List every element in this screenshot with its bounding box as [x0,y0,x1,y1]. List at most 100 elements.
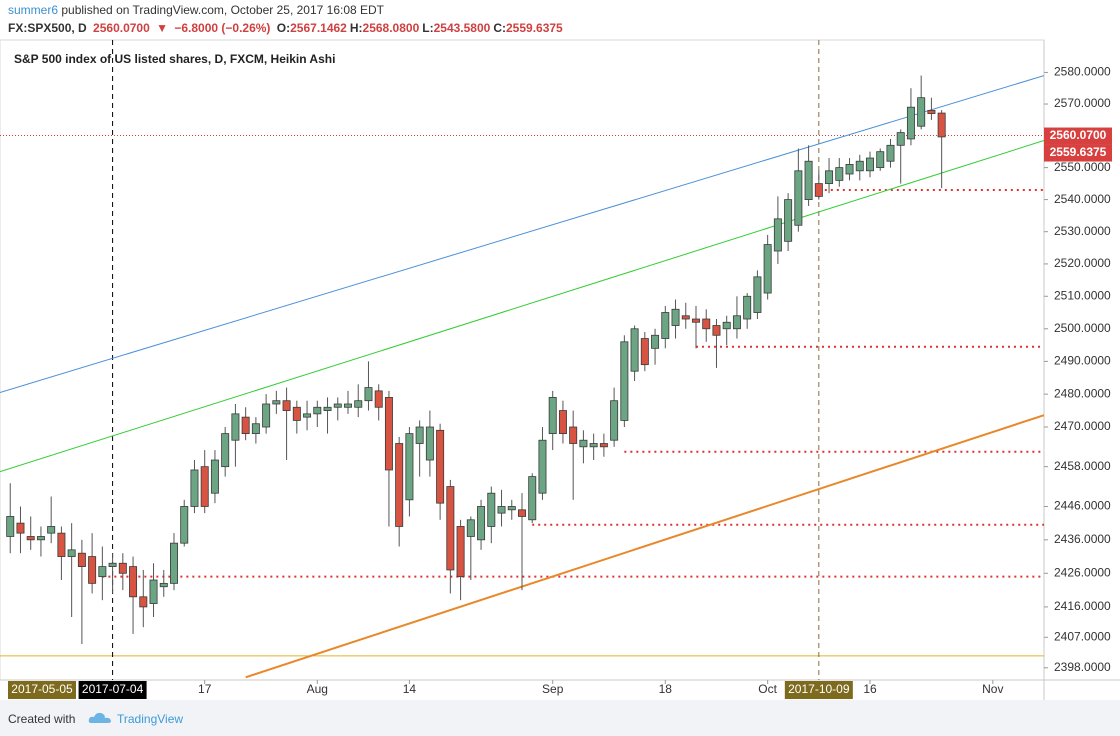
candle-body [313,406,322,415]
header: summer6 published on TradingView.com, Oc… [0,0,1120,40]
candle-body [528,476,537,521]
candle-body [794,170,803,226]
y-tick-label: 2407.0000 [1054,629,1111,643]
candle-body [384,397,393,471]
ohlc: O:2567.1462 H:2568.0800 L:2543.5800 C:2559.… [277,21,566,35]
candle-body [405,433,414,501]
y-tick-label: 2550.0000 [1054,160,1111,174]
candle-body [210,459,219,494]
candle-body [118,562,127,574]
candle-body [425,426,434,461]
x-tick-label: 16 [863,682,877,696]
candle-body [825,170,834,184]
candle-body [630,328,639,372]
candle-body [855,160,864,172]
price-label: 2560.0700 [1050,128,1107,142]
candle-body [702,318,711,330]
candle-body [681,315,690,320]
x-tick-label: Sep [542,682,564,696]
candle-body [221,433,230,468]
candle-body [835,167,844,181]
legend-line: FX:SPX500, D 2560.0700 ▼ −6.8000 (−0.26%… [8,21,569,35]
candle-body [26,536,35,541]
candle-body [446,486,455,571]
candle-body [712,325,721,336]
y-tick-label: 2446.0000 [1054,499,1111,513]
y-tick-label: 2490.0000 [1054,354,1111,368]
y-tick-label: 2470.0000 [1054,419,1111,433]
x-tick-label: Aug [307,682,328,696]
publish-line: summer6 published on TradingView.com, Oc… [8,3,384,17]
x-tick-label: Oct [758,682,777,696]
y-tick-label: 2510.0000 [1054,288,1111,302]
candle-body [610,400,619,441]
y-tick-label: 2570.0000 [1054,96,1111,110]
candle-body [569,426,578,444]
y-tick-label: 2540.0000 [1054,192,1111,206]
candle-body [262,403,271,428]
candle-body [558,410,567,435]
candle-body [876,151,885,169]
date-label: 2017-05-05 [11,682,73,696]
change: −6.8000 (−0.26%) [174,21,271,35]
candle-body [487,492,496,527]
candle-body [323,406,332,411]
candle-body [272,400,281,405]
candle-body [784,199,793,242]
candle-body [651,334,660,349]
candle-body [620,341,629,421]
ohlc-label: O: [276,21,291,35]
trendline [245,414,1044,679]
candle-body [415,426,424,444]
candle-body [180,506,189,544]
candle-body [518,509,526,517]
price-label-box [1044,144,1112,162]
y-tick-label: 2426.0000 [1054,565,1111,579]
candle-body [67,549,76,557]
candle-body [661,312,670,339]
date-label: 2017-07-04 [82,682,144,696]
candle-body [292,406,301,421]
candle-body [190,469,199,507]
candle-body [671,308,680,326]
candle-body [231,413,240,441]
candle-body [507,506,516,511]
y-tick-label: 2530.0000 [1054,224,1111,238]
candle-body [477,506,486,541]
author-link[interactable]: summer6 [8,3,59,17]
date-label-box [78,681,147,699]
candle-body [466,519,475,537]
candle-body [200,466,209,507]
x-tick-label: Nov [982,682,1003,696]
y-tick-label: 2500.0000 [1054,321,1111,335]
candle-body [692,318,700,323]
date-label: 2017-10-09 [788,682,850,696]
footer: Created with TradingView [0,700,1120,736]
candle-body [364,387,373,402]
candle-body [170,542,178,584]
y-tick-label: 2416.0000 [1054,599,1111,613]
date-label-box [8,681,76,699]
candle-body [773,218,782,252]
ohlc-value: 2567.1462 [290,21,347,35]
candle-body [241,416,250,435]
ohlc-value: 2559.6375 [506,21,563,35]
logo [88,712,111,723]
candle-body [88,556,97,584]
candle-body [866,157,874,172]
brand-link[interactable]: TradingView [117,712,184,726]
candle-body [149,579,158,604]
trendline [0,75,1044,393]
candle-body [344,403,352,408]
symbol: FX:SPX500, D [8,21,87,35]
ohlc-value: 2543.5800 [433,21,491,35]
candle-body [886,144,895,162]
candle-body [599,443,608,448]
candle-body [139,596,148,608]
candle-body [251,423,260,435]
candle-body [896,132,905,146]
candle-body [753,276,762,313]
ohlc-label: C: [493,21,506,35]
candle-body [845,164,854,175]
